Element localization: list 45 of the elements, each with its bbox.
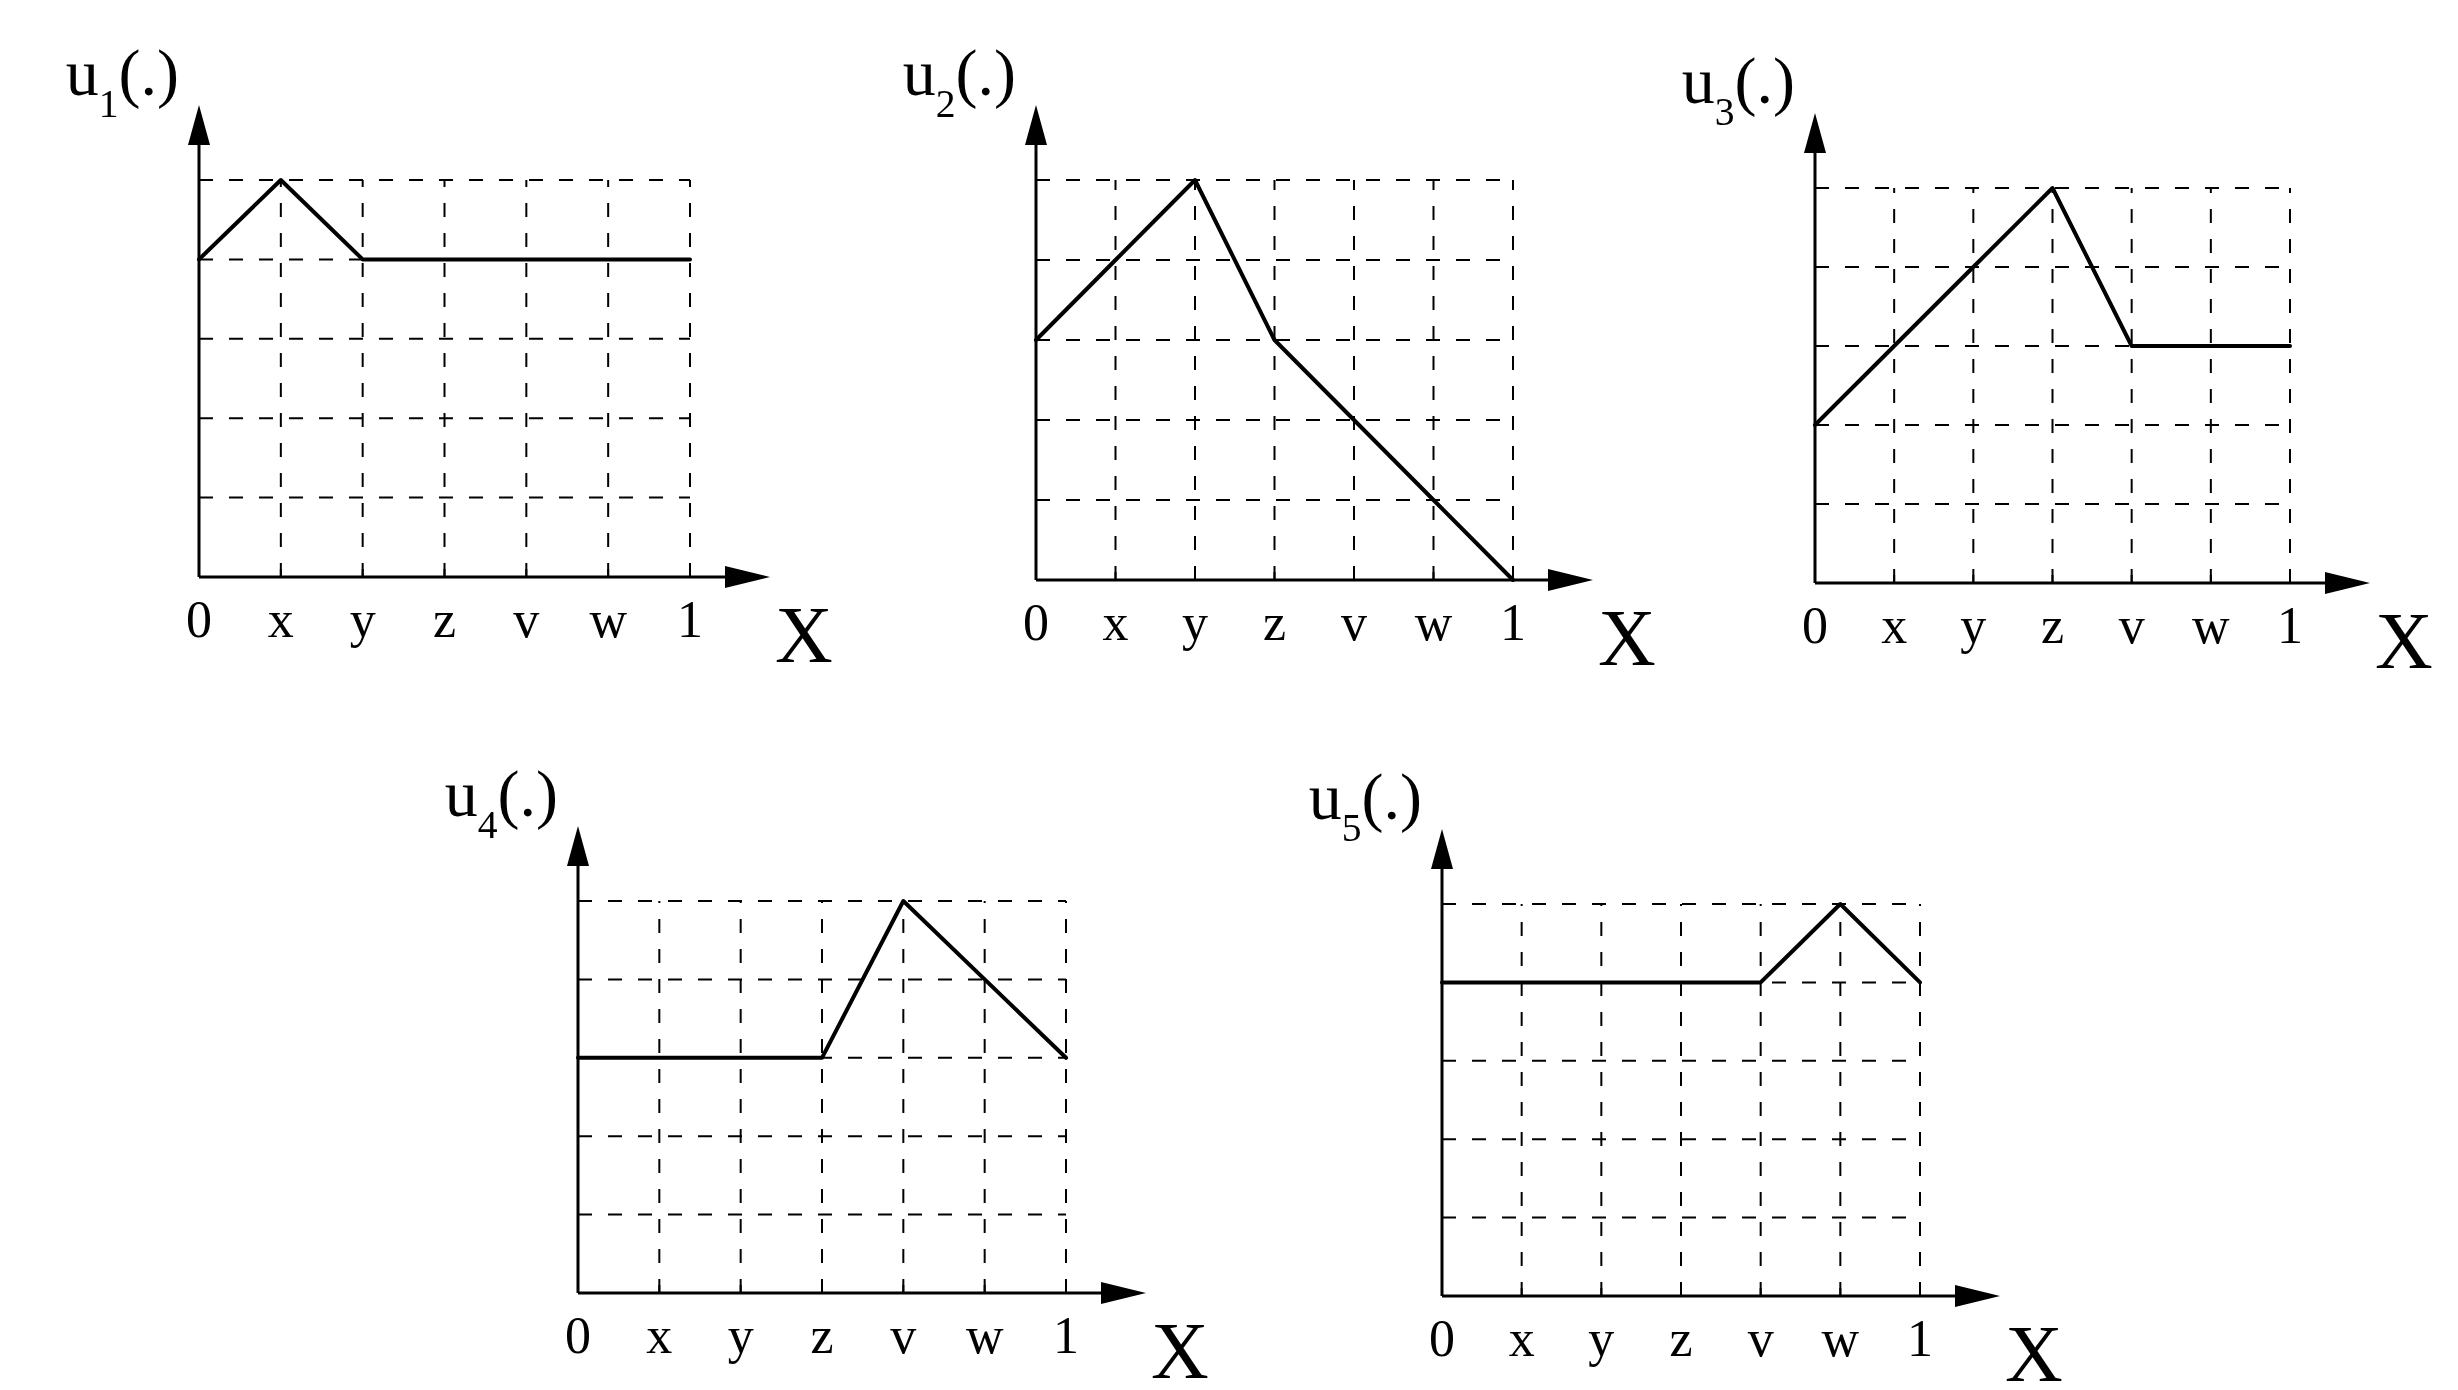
x-axis-title: X <box>1151 1307 1209 1390</box>
y-axis-title: u$_{1}$(.) <box>65 36 179 126</box>
y-axis-title: u$_{2}$(.) <box>902 36 1016 126</box>
x-tick-label: y <box>1182 594 1208 651</box>
x-tick-label: z <box>1669 1310 1693 1367</box>
x-tick-label: x <box>1102 594 1129 651</box>
x-tick-label: v <box>1341 594 1367 651</box>
x-tick-label: x <box>646 1307 673 1364</box>
x-tick-label: 1 <box>2277 597 2303 654</box>
x-tick-label: 0 <box>565 1307 591 1364</box>
x-tick-label: v <box>1747 1310 1774 1367</box>
x-tick-label: 0 <box>1429 1310 1455 1367</box>
x-tick-label: y <box>1960 597 1987 654</box>
x-tick-label: 1 <box>1907 1310 1933 1367</box>
y-axis-title: u$_{5}$(.) <box>1308 760 1422 850</box>
x-tick-label: 0 <box>1023 594 1049 651</box>
x-tick-label: y <box>727 1307 754 1364</box>
x-tick-label: z <box>1262 594 1287 651</box>
x-tick-label: w <box>589 591 628 648</box>
x-tick-label: x <box>1881 597 1908 654</box>
x-tick-label: w <box>1821 1310 1860 1367</box>
x-tick-label: y <box>349 591 376 648</box>
x-tick-label: x <box>267 591 294 648</box>
x-tick-label: v <box>513 591 540 648</box>
x-tick-label: z <box>2040 597 2065 654</box>
x-axis-title: X <box>1598 594 1656 682</box>
x-tick-label: v <box>2118 597 2145 654</box>
x-tick-label: w <box>1414 594 1453 651</box>
x-tick-label: 1 <box>677 591 703 648</box>
x-tick-label: v <box>890 1307 917 1364</box>
x-tick-label: y <box>1588 1310 1615 1367</box>
x-axis-title: X <box>775 591 833 679</box>
x-tick-label: w <box>965 1307 1004 1364</box>
x-tick-label: 1 <box>1500 594 1526 651</box>
x-tick-label: w <box>2192 597 2231 654</box>
x-tick-label: 0 <box>186 591 212 648</box>
x-tick-label: z <box>432 591 457 648</box>
x-axis-title: X <box>2005 1310 2063 1390</box>
x-axis-title: X <box>2375 597 2433 685</box>
y-axis-title: u$_{3}$(.) <box>1681 44 1795 134</box>
x-tick-label: 0 <box>1802 597 1828 654</box>
x-tick-label: z <box>810 1307 834 1364</box>
x-tick-label: x <box>1508 1310 1535 1367</box>
y-axis-title: u$_{4}$(.) <box>444 757 558 847</box>
x-tick-label: 1 <box>1053 1307 1079 1364</box>
